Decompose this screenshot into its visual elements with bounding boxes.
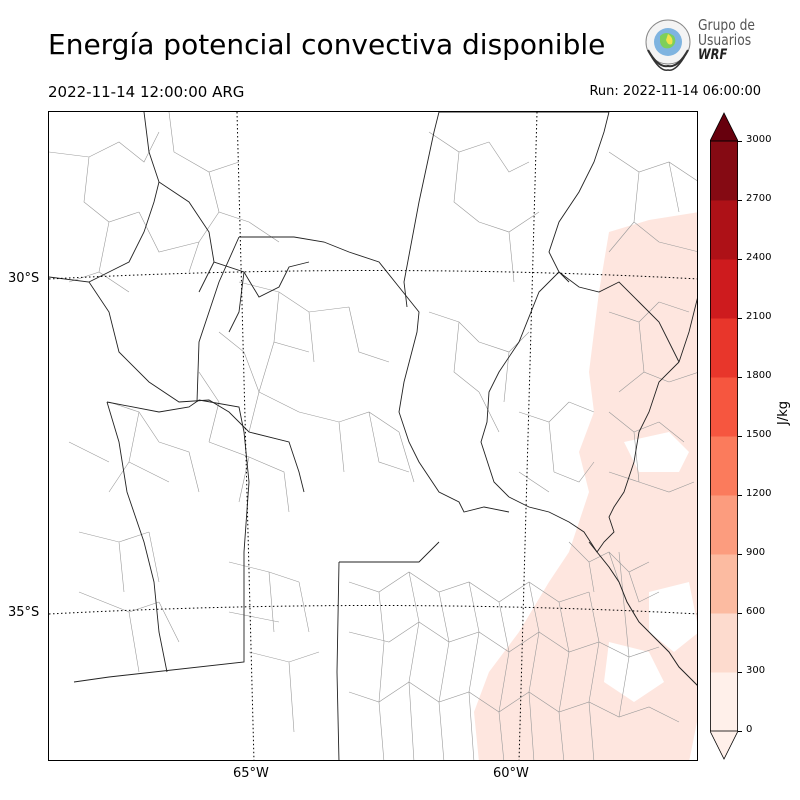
colorbar-bin	[710, 259, 738, 319]
colorbar-bin	[710, 141, 738, 201]
colorbar-tick-mark	[738, 553, 742, 555]
colorbar-bin	[710, 377, 738, 437]
colorbar-bin	[710, 672, 738, 732]
colorbar-tick-label: 3000	[746, 134, 772, 145]
colorbar-tick-mark	[738, 317, 742, 319]
colorbar-tick-label: 0	[746, 724, 753, 735]
coastline	[596, 551, 697, 686]
colorbar	[710, 112, 738, 760]
colorbar-tick-mark	[738, 612, 742, 614]
map-svg	[49, 112, 697, 760]
province-boundaries	[49, 112, 697, 760]
globe-icon	[645, 19, 691, 71]
logo-line-1: Grupo de	[698, 16, 756, 34]
colorbar-bin	[710, 318, 738, 378]
colorbar-tick-label: 600	[746, 606, 766, 617]
run-time: Run: 2022-11-14 06:00:00	[589, 84, 761, 99]
wrf-logo: Grupo de Usuarios WRF	[638, 14, 768, 74]
logo-line-3: WRF	[698, 47, 728, 63]
colorbar-tick-mark	[738, 258, 742, 260]
colorbar-tick-label: 2100	[746, 311, 772, 322]
colorbar-under-triangle	[710, 730, 738, 760]
colorbar-tick-mark	[738, 671, 742, 673]
logo-line-2: Usuarios	[698, 31, 752, 49]
colorbar-bin	[710, 613, 738, 673]
colorbar-tick-label: 2400	[746, 252, 772, 263]
colorbar-tick-mark	[738, 140, 742, 142]
valid-time: 2022-11-14 12:00:00 ARG	[48, 83, 245, 101]
lat-label-30s: 30°S	[8, 271, 40, 286]
cape-field	[474, 212, 697, 760]
colorbar-tick-label: 2700	[746, 193, 772, 204]
colorbar-tick-mark	[738, 494, 742, 496]
colorbar-unit: J/kg	[776, 401, 791, 425]
lon-label-65w: 65°W	[233, 766, 269, 781]
colorbar-tick-label: 1200	[746, 488, 772, 499]
department-boundaries	[49, 112, 697, 760]
lat-label-35s: 35°S	[8, 605, 40, 620]
chart-title: Energía potencial convectiva disponible	[48, 28, 606, 61]
colorbar-tick-label: 1500	[746, 429, 772, 440]
colorbar-frame	[710, 140, 738, 732]
map-panel	[48, 111, 698, 761]
colorbar-tick-label: 900	[746, 547, 766, 558]
colorbar-tick-mark	[738, 435, 742, 437]
colorbar-tick-mark	[738, 376, 742, 378]
colorbar-over-triangle	[710, 112, 738, 142]
graticule	[49, 112, 697, 760]
colorbar-tick-label: 300	[746, 665, 766, 676]
colorbar-tick-mark	[738, 730, 742, 732]
colorbar-bin	[710, 495, 738, 555]
colorbar-tick-mark	[738, 199, 742, 201]
lon-label-60w: 60°W	[493, 766, 529, 781]
colorbar-bin	[710, 200, 738, 260]
colorbar-bin	[710, 554, 738, 614]
colorbar-tick-label: 1800	[746, 370, 772, 381]
colorbar-bin	[710, 436, 738, 496]
